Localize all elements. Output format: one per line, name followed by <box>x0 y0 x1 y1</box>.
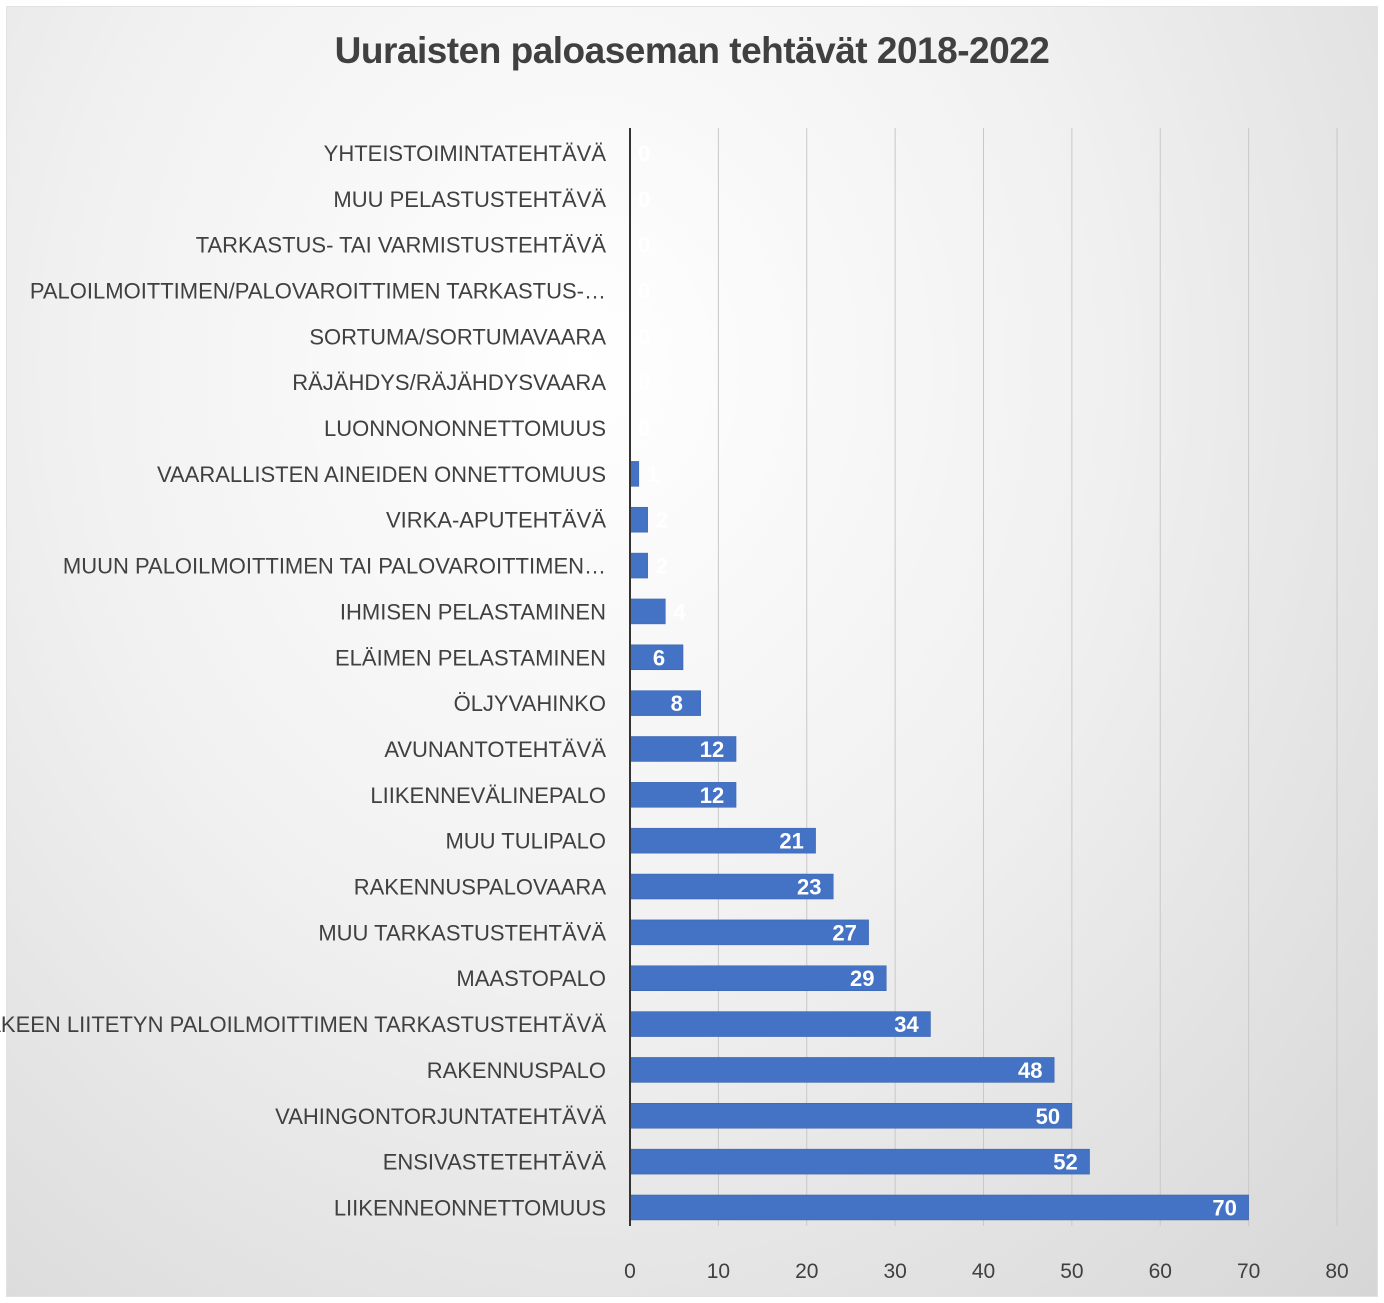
x-tick-label: 60 <box>1149 1260 1172 1283</box>
bar <box>629 1194 1249 1221</box>
data-label: 12 <box>700 783 724 808</box>
category-label: HÄKEEN LIITETYN PALOILMOITTIMEN TARKASTU… <box>0 1012 606 1037</box>
data-label: 21 <box>779 829 803 854</box>
category-label: PALOILMOITTIMEN/PALOVAROITTIMEN TARKASTU… <box>30 278 606 303</box>
bar <box>629 782 737 808</box>
data-label: 48 <box>1018 1058 1042 1083</box>
bar <box>629 1057 1055 1083</box>
bar <box>629 690 701 716</box>
bar <box>629 965 887 991</box>
data-label: 4 <box>673 599 686 624</box>
bar <box>629 827 816 854</box>
x-tick-label: 20 <box>795 1260 818 1283</box>
bar <box>629 1103 1073 1129</box>
category-label: AVUNANTOTEHTÄVÄ <box>384 737 606 762</box>
data-label: 29 <box>850 966 874 991</box>
category-label: RÄJÄHDYS/RÄJÄHDYSVAARA <box>292 370 606 395</box>
data-label: 27 <box>832 920 856 945</box>
data-label: 0 <box>638 233 650 258</box>
category-label: ELÄIMEN PELASTAMINEN <box>335 645 606 670</box>
data-label: 12 <box>700 737 724 762</box>
data-label: 2 <box>656 508 668 533</box>
data-label: 0 <box>638 370 650 395</box>
category-label: ENSIVASTETEHTÄVÄ <box>383 1150 607 1175</box>
data-label: 1 <box>647 462 659 487</box>
data-label: 52 <box>1053 1150 1077 1175</box>
category-label: VAARALLISTEN AINEIDEN ONNETTOMUUS <box>157 462 606 487</box>
bar <box>629 1011 931 1037</box>
x-tick-label: 30 <box>883 1260 906 1283</box>
bar <box>629 873 834 900</box>
category-label: MUUN PALOILMOITTIMEN TAI PALOVAROITTIMEN… <box>63 554 606 579</box>
category-label: VAHINGONTORJUNTATEHTÄVÄ <box>275 1104 606 1129</box>
x-tick-label: 10 <box>707 1260 730 1283</box>
bar <box>629 506 648 533</box>
category-label: TARKASTUS- TAI VARMISTUSTEHTÄVÄ <box>196 233 607 258</box>
category-label: MUU TULIPALO <box>445 829 606 854</box>
data-label: 8 <box>671 691 683 716</box>
category-label: ÖLJYVAHINKO <box>454 691 606 716</box>
category-label: LIIKENNEVÄLINEPALO <box>370 783 606 808</box>
category-label: MUU TARKASTUSTEHTÄVÄ <box>318 920 606 945</box>
data-label: 0 <box>638 278 650 303</box>
bar <box>629 598 666 625</box>
category-label: YHTEISTOIMINTATEHTÄVÄ <box>324 141 607 166</box>
data-label: 23 <box>797 875 821 900</box>
data-label: 0 <box>638 324 650 349</box>
bar <box>629 644 684 671</box>
data-label: 50 <box>1036 1104 1060 1129</box>
x-tick-label: 40 <box>972 1260 995 1283</box>
category-label: MUU PELASTUSTEHTÄVÄ <box>333 187 606 212</box>
category-label: RAKENNUSPALOVAARA <box>354 875 607 900</box>
bar <box>629 552 648 579</box>
data-label: 0 <box>638 141 650 166</box>
data-label: 0 <box>638 416 650 441</box>
x-tick-label: 0 <box>624 1260 636 1283</box>
category-label: VIRKA-APUTEHTÄVÄ <box>386 508 606 533</box>
data-label: 0 <box>638 187 650 212</box>
category-label: RAKENNUSPALO <box>427 1058 606 1083</box>
x-tick-label: 80 <box>1325 1260 1348 1283</box>
x-tick-label: 50 <box>1060 1260 1083 1283</box>
chart-title: Uuraisten paloaseman tehtävät 2018-2022 <box>334 30 1050 71</box>
category-label: IHMISEN PELASTAMINEN <box>340 599 606 624</box>
bar <box>629 461 640 487</box>
bar <box>629 736 737 762</box>
category-label: MAASTOPALO <box>456 966 606 991</box>
bar <box>629 1148 1090 1175</box>
data-label: 70 <box>1212 1195 1236 1220</box>
data-label: 34 <box>894 1012 919 1037</box>
data-label: 2 <box>656 554 668 579</box>
category-label: LIIKENNEONNETTOMUUS <box>334 1195 606 1220</box>
category-label: LUONNONONNETTOMUUS <box>324 416 606 441</box>
x-tick-label: 70 <box>1237 1260 1260 1283</box>
data-label: 6 <box>653 645 665 670</box>
category-label: SORTUMA/SORTUMAVAARA <box>309 324 606 349</box>
